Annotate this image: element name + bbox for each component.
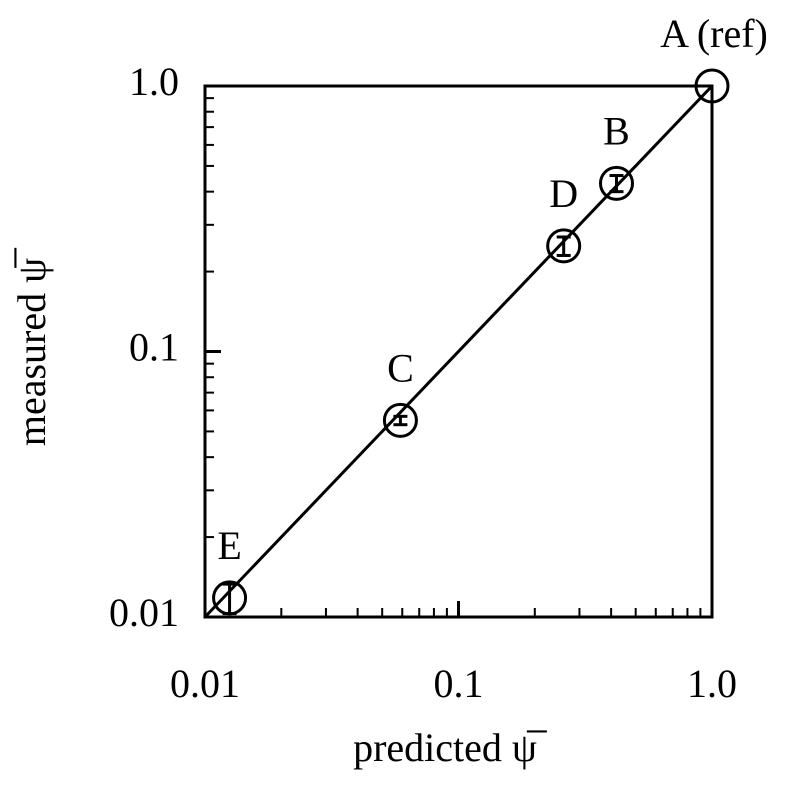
point-label: D — [549, 171, 578, 216]
x-axis-label: predicted ψ̅ — [353, 725, 548, 770]
data-point — [694, 68, 730, 104]
y-tick-label: 0.1 — [129, 325, 179, 370]
data-point — [598, 165, 634, 201]
data-point — [546, 228, 582, 264]
y-tick-label: 0.01 — [109, 590, 179, 635]
x-tick-label: 1.0 — [687, 661, 737, 706]
y-axis-label: measured ψ̅ — [9, 247, 54, 446]
point-label: B — [603, 108, 630, 153]
data-point — [212, 580, 248, 616]
x-tick-label: 0.1 — [434, 661, 484, 706]
y-tick-label: 1.0 — [129, 59, 179, 104]
point-label: C — [387, 346, 414, 391]
x-tick-label: 0.01 — [170, 661, 240, 706]
point-label: E — [217, 523, 241, 568]
reference-line — [203, 84, 714, 619]
data-point — [382, 402, 418, 438]
point-label: A (ref) — [660, 11, 768, 56]
